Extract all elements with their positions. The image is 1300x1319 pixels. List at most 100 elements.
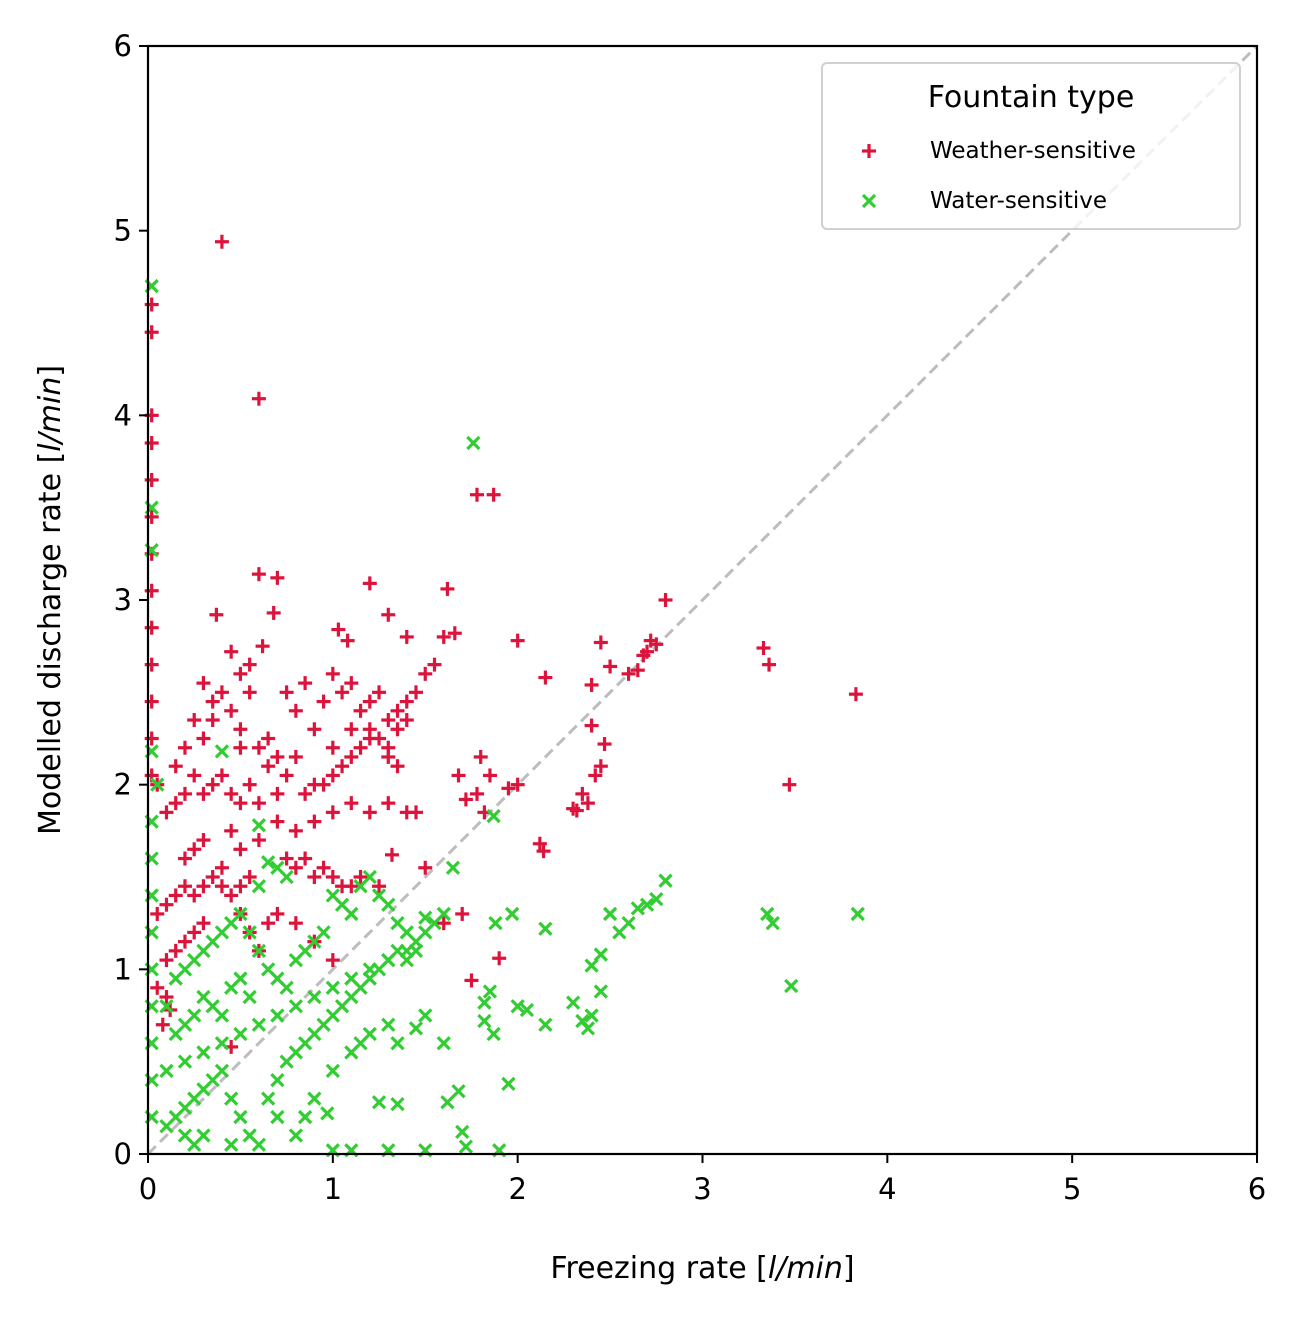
data-point xyxy=(298,676,313,691)
y-tick-label: 4 xyxy=(114,398,132,432)
data-point xyxy=(270,906,285,921)
data-point xyxy=(639,897,655,912)
data-point xyxy=(159,990,174,1005)
x-tick-label: 6 xyxy=(1248,1172,1266,1206)
data-point xyxy=(477,995,492,1010)
data-point xyxy=(510,999,525,1014)
data-point xyxy=(261,855,276,870)
legend-box xyxy=(821,62,1241,230)
data-point xyxy=(242,870,257,884)
data-point xyxy=(233,740,248,755)
data-point xyxy=(399,713,414,728)
data-point xyxy=(381,607,396,622)
data-point xyxy=(593,984,608,999)
data-point xyxy=(251,879,267,894)
data-point xyxy=(602,906,618,922)
data-point xyxy=(436,629,451,644)
data-point xyxy=(447,626,462,641)
y-axis-label: Modelled discharge rate [l/min] xyxy=(33,365,68,835)
data-point xyxy=(538,1017,553,1032)
x-tick-label: 2 xyxy=(508,1172,526,1206)
data-point xyxy=(436,916,451,931)
data-point xyxy=(362,576,377,591)
data-point xyxy=(451,768,466,783)
data-point xyxy=(482,984,498,999)
x-tick-label: 3 xyxy=(693,1172,711,1206)
data-point xyxy=(470,786,485,801)
data-point xyxy=(784,978,799,994)
data-point xyxy=(362,1026,377,1042)
data-point xyxy=(408,943,424,958)
data-point xyxy=(331,622,346,637)
data-point xyxy=(344,676,359,691)
data-point xyxy=(436,906,451,922)
data-point xyxy=(307,777,322,792)
data-point xyxy=(325,805,340,820)
y-tick-label: 6 xyxy=(114,29,132,63)
data-point xyxy=(418,666,433,681)
data-point xyxy=(362,694,377,709)
data-point xyxy=(473,749,488,764)
data-point xyxy=(233,879,248,894)
data-point xyxy=(593,947,608,962)
data-point xyxy=(630,901,645,916)
data-point xyxy=(510,777,525,792)
data-point xyxy=(316,925,331,940)
data-point xyxy=(251,567,266,582)
data-point xyxy=(501,1076,516,1091)
data-point xyxy=(850,906,865,922)
legend-x-marker xyxy=(861,193,877,209)
data-point xyxy=(177,786,192,801)
data-point xyxy=(353,740,368,755)
data-point xyxy=(325,953,340,968)
y-tick-label: 1 xyxy=(114,952,132,986)
data-point xyxy=(335,759,350,774)
data-point xyxy=(760,906,775,922)
data-point xyxy=(177,851,192,866)
data-point xyxy=(486,1026,501,1042)
data-point xyxy=(233,722,248,737)
data-point xyxy=(390,703,405,718)
data-point xyxy=(372,879,387,894)
data-point xyxy=(580,1021,596,1036)
data-point xyxy=(756,641,771,656)
data-point xyxy=(270,1109,285,1125)
data-point xyxy=(196,879,211,894)
data-point xyxy=(251,1137,267,1152)
data-point xyxy=(187,713,202,728)
data-point xyxy=(593,759,608,774)
data-point xyxy=(251,818,267,833)
data-point xyxy=(630,663,645,678)
x-axis-ticks: 0 1 2 3 4 5 6 xyxy=(139,1154,1266,1206)
data-point xyxy=(159,953,174,968)
data-point xyxy=(362,731,377,746)
data-point xyxy=(279,768,294,783)
data-point xyxy=(159,897,174,912)
data-point xyxy=(390,1036,405,1051)
legend-label-weather-sensitive: Weather-sensitive xyxy=(930,138,1136,164)
data-point xyxy=(538,921,553,936)
data-point xyxy=(177,1128,193,1143)
data-point xyxy=(492,951,507,966)
y-tick-label: 3 xyxy=(114,583,132,617)
data-point xyxy=(344,796,359,811)
data-point xyxy=(214,860,229,875)
data-point xyxy=(340,633,355,648)
data-point xyxy=(155,1017,170,1032)
x-tick-label: 0 xyxy=(139,1172,157,1206)
data-point xyxy=(584,718,599,733)
data-point xyxy=(418,1008,433,1023)
data-point xyxy=(214,1008,230,1023)
data-point xyxy=(538,670,553,685)
data-point xyxy=(196,1045,211,1060)
data-point xyxy=(580,796,595,811)
data-point xyxy=(196,833,211,848)
data-point xyxy=(848,687,863,702)
data-point xyxy=(242,925,257,940)
data-point xyxy=(381,713,396,728)
data-point xyxy=(362,805,377,820)
data-point xyxy=(288,703,303,718)
data-point xyxy=(603,659,618,674)
data-point xyxy=(187,768,202,783)
data-point xyxy=(288,1128,303,1143)
